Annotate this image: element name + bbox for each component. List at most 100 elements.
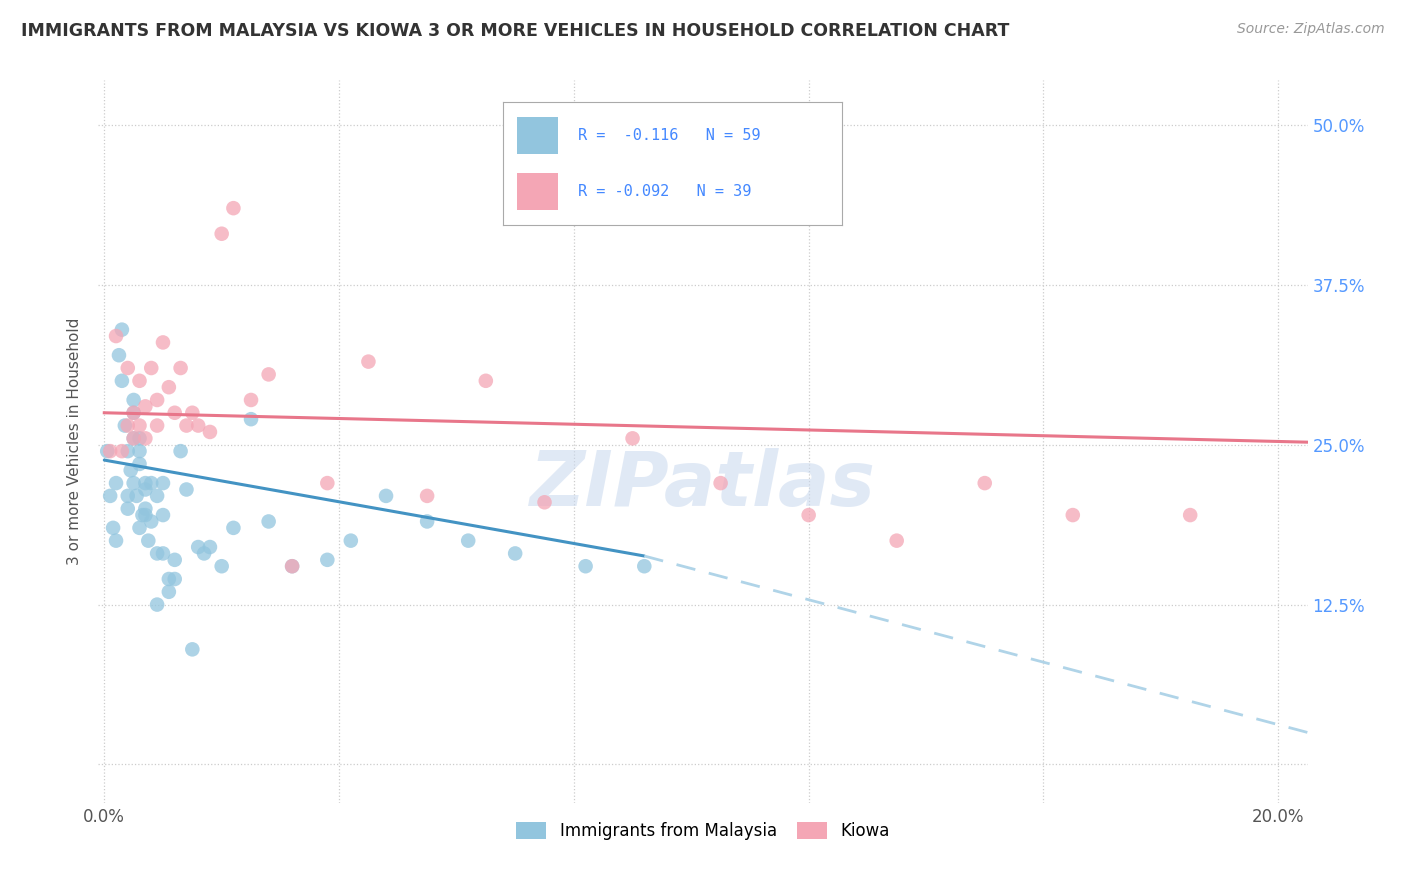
Text: IMMIGRANTS FROM MALAYSIA VS KIOWA 3 OR MORE VEHICLES IN HOUSEHOLD CORRELATION CH: IMMIGRANTS FROM MALAYSIA VS KIOWA 3 OR M… xyxy=(21,22,1010,40)
Point xyxy=(633,559,655,574)
Point xyxy=(128,444,150,458)
Point xyxy=(257,515,280,529)
Point xyxy=(1062,508,1084,522)
Point xyxy=(503,546,526,560)
Point xyxy=(141,515,163,529)
Text: Source: ZipAtlas.com: Source: ZipAtlas.com xyxy=(1237,22,1385,37)
Point xyxy=(169,361,191,376)
Point xyxy=(152,508,174,522)
Point xyxy=(128,418,150,433)
Point xyxy=(198,425,221,439)
Point xyxy=(157,584,180,599)
Point xyxy=(710,476,733,491)
Y-axis label: 3 or more Vehicles in Household: 3 or more Vehicles in Household xyxy=(67,318,83,566)
Point xyxy=(117,444,139,458)
Point xyxy=(122,476,145,491)
Point xyxy=(134,400,156,414)
Point xyxy=(146,489,169,503)
Point xyxy=(575,559,598,574)
Point xyxy=(193,546,215,560)
Point xyxy=(146,598,169,612)
Point xyxy=(533,495,555,509)
Point xyxy=(128,521,150,535)
Legend: Immigrants from Malaysia, Kiowa: Immigrants from Malaysia, Kiowa xyxy=(508,814,898,848)
Point xyxy=(128,374,150,388)
Point xyxy=(111,374,134,388)
Point xyxy=(181,406,204,420)
Point xyxy=(621,431,644,445)
Point xyxy=(281,559,304,574)
Point xyxy=(117,501,139,516)
Text: ZIPatlas: ZIPatlas xyxy=(530,448,876,522)
Point xyxy=(152,335,174,350)
Point xyxy=(136,533,159,548)
Point xyxy=(163,553,186,567)
Point xyxy=(797,508,820,522)
Point xyxy=(187,540,209,554)
Point xyxy=(117,361,139,376)
Point xyxy=(96,444,118,458)
Point xyxy=(281,559,304,574)
Point xyxy=(122,406,145,420)
Point xyxy=(152,546,174,560)
Point xyxy=(211,227,233,241)
Point xyxy=(973,476,995,491)
Point xyxy=(187,418,209,433)
Point xyxy=(169,444,191,458)
Point xyxy=(222,201,245,215)
Point xyxy=(222,521,245,535)
Point xyxy=(176,418,198,433)
Point xyxy=(125,489,148,503)
Point xyxy=(122,431,145,445)
Point xyxy=(122,431,145,445)
Point xyxy=(211,559,233,574)
Point xyxy=(316,476,339,491)
Point xyxy=(181,642,204,657)
Point xyxy=(886,533,908,548)
Point xyxy=(111,444,134,458)
Point xyxy=(134,483,156,497)
Point xyxy=(128,431,150,445)
Point xyxy=(111,323,134,337)
Point xyxy=(176,483,198,497)
Point xyxy=(101,521,124,535)
Point xyxy=(98,444,121,458)
Point xyxy=(416,515,439,529)
Point xyxy=(416,489,439,503)
Point xyxy=(108,348,131,362)
Point xyxy=(375,489,398,503)
Point xyxy=(163,406,186,420)
Point xyxy=(105,476,128,491)
Point xyxy=(122,392,145,407)
Point xyxy=(128,457,150,471)
Point xyxy=(141,361,163,376)
Point xyxy=(98,489,121,503)
Point xyxy=(131,508,153,522)
Point xyxy=(105,533,128,548)
Point xyxy=(163,572,186,586)
Point xyxy=(316,553,339,567)
Point xyxy=(134,476,156,491)
Point xyxy=(134,501,156,516)
Point xyxy=(457,533,479,548)
Point xyxy=(1180,508,1202,522)
Point xyxy=(198,540,221,554)
Point xyxy=(157,380,180,394)
Point xyxy=(152,476,174,491)
Point xyxy=(134,508,156,522)
Point xyxy=(340,533,363,548)
Point xyxy=(105,329,128,343)
Point xyxy=(240,412,263,426)
Point xyxy=(141,476,163,491)
Point xyxy=(475,374,498,388)
Point xyxy=(120,463,142,477)
Point xyxy=(357,354,380,368)
Point xyxy=(240,392,263,407)
Point xyxy=(146,546,169,560)
Point xyxy=(117,489,139,503)
Point xyxy=(117,418,139,433)
Point xyxy=(114,418,136,433)
Point xyxy=(134,431,156,445)
Point xyxy=(157,572,180,586)
Point xyxy=(257,368,280,382)
